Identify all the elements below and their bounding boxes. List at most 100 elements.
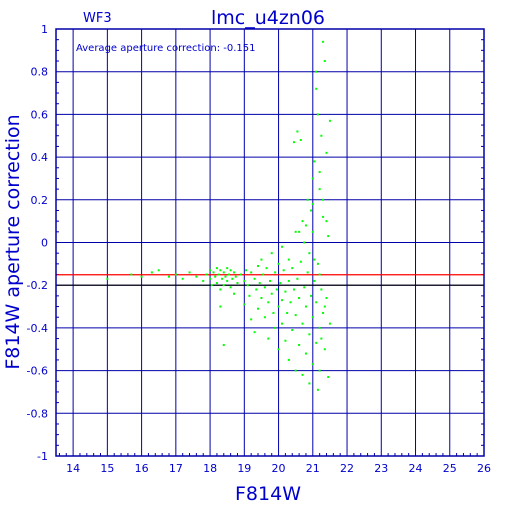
y-tick-label: -0.4 bbox=[27, 322, 48, 335]
data-point bbox=[209, 269, 212, 272]
data-point bbox=[212, 271, 215, 274]
data-point bbox=[298, 230, 301, 233]
data-point bbox=[202, 279, 205, 282]
data-point bbox=[315, 341, 318, 344]
data-point bbox=[318, 326, 321, 329]
data-point bbox=[239, 273, 242, 276]
data-point bbox=[280, 245, 283, 248]
data-point bbox=[222, 271, 225, 274]
data-point bbox=[284, 339, 287, 342]
y-tick-label: -0.8 bbox=[27, 407, 48, 420]
y-tick-label: -0.2 bbox=[27, 279, 48, 292]
data-point bbox=[287, 258, 290, 261]
data-point bbox=[316, 262, 319, 265]
data-point bbox=[284, 290, 287, 293]
data-point bbox=[181, 277, 184, 280]
data-point bbox=[298, 297, 301, 300]
data-point bbox=[311, 363, 314, 366]
data-point bbox=[318, 273, 321, 276]
data-point bbox=[320, 288, 323, 291]
data-point bbox=[263, 286, 266, 289]
data-point bbox=[294, 314, 297, 317]
data-point bbox=[308, 382, 311, 385]
data-point bbox=[294, 230, 297, 233]
x-tick-labels: 14 15 16 17 18 19 20 21 22 23 24 25 26 bbox=[66, 462, 491, 475]
data-point bbox=[106, 277, 109, 280]
data-point bbox=[130, 273, 133, 276]
x-tick-label: 15 bbox=[100, 462, 114, 475]
data-point bbox=[217, 273, 220, 276]
data-points bbox=[106, 40, 331, 391]
data-point bbox=[234, 275, 237, 278]
data-point bbox=[292, 141, 295, 144]
data-point bbox=[303, 286, 306, 289]
data-point bbox=[310, 294, 313, 297]
x-tick-label: 20 bbox=[272, 462, 286, 475]
data-point bbox=[277, 305, 280, 308]
data-point bbox=[313, 279, 316, 282]
data-point bbox=[222, 343, 225, 346]
x-tick-label: 17 bbox=[169, 462, 183, 475]
y-tick-label: 0.4 bbox=[31, 151, 49, 164]
data-point bbox=[246, 284, 249, 287]
data-point bbox=[233, 292, 236, 295]
data-point bbox=[263, 316, 266, 319]
data-point bbox=[188, 271, 191, 274]
data-point bbox=[315, 87, 318, 90]
data-point bbox=[323, 305, 326, 308]
data-point bbox=[311, 230, 314, 233]
data-point bbox=[219, 269, 222, 272]
chart-title: lmc_u4zn06 bbox=[211, 7, 325, 29]
plot-frame bbox=[55, 28, 485, 457]
data-point bbox=[229, 269, 232, 272]
data-point bbox=[260, 258, 263, 261]
data-point bbox=[250, 271, 253, 274]
data-point bbox=[253, 331, 256, 334]
data-point bbox=[311, 177, 314, 180]
y-tick-label: 0.6 bbox=[31, 108, 49, 121]
data-point bbox=[277, 262, 280, 265]
data-point bbox=[210, 284, 213, 287]
data-point bbox=[316, 388, 319, 391]
x-tick-label: 23 bbox=[374, 462, 388, 475]
data-point bbox=[287, 358, 290, 361]
y-tick-label: -1 bbox=[37, 450, 48, 463]
data-point bbox=[292, 288, 295, 291]
data-point bbox=[311, 316, 314, 319]
data-point bbox=[157, 269, 160, 272]
data-point bbox=[245, 269, 248, 272]
x-tick-label: 26 bbox=[477, 462, 491, 475]
x-tick-label: 22 bbox=[340, 462, 354, 475]
data-point bbox=[275, 288, 278, 291]
data-point bbox=[303, 241, 306, 244]
data-point bbox=[286, 311, 289, 314]
reference-lines bbox=[56, 274, 484, 286]
data-point bbox=[318, 171, 321, 174]
data-point bbox=[282, 269, 285, 272]
data-point bbox=[227, 273, 230, 276]
y-tick-label: 0.2 bbox=[31, 194, 49, 207]
data-point bbox=[233, 271, 236, 274]
data-point bbox=[289, 301, 292, 304]
x-tick-label: 25 bbox=[443, 462, 457, 475]
data-point bbox=[219, 305, 222, 308]
data-point bbox=[320, 337, 323, 340]
data-point bbox=[296, 277, 299, 280]
data-point bbox=[323, 348, 326, 351]
data-point bbox=[299, 139, 302, 142]
x-tick-label: 14 bbox=[66, 462, 80, 475]
data-point bbox=[328, 119, 331, 122]
data-point bbox=[308, 333, 311, 336]
data-point bbox=[308, 252, 311, 255]
data-point bbox=[296, 130, 299, 133]
data-point bbox=[260, 297, 263, 300]
data-point bbox=[318, 369, 321, 372]
data-point bbox=[215, 267, 218, 270]
data-point bbox=[301, 373, 304, 376]
data-point bbox=[229, 286, 232, 289]
data-point bbox=[322, 311, 325, 314]
data-point bbox=[315, 301, 318, 304]
data-point bbox=[167, 275, 170, 278]
average-annotation: Average aperture correction: -0.151 bbox=[76, 43, 256, 54]
data-point bbox=[277, 348, 280, 351]
